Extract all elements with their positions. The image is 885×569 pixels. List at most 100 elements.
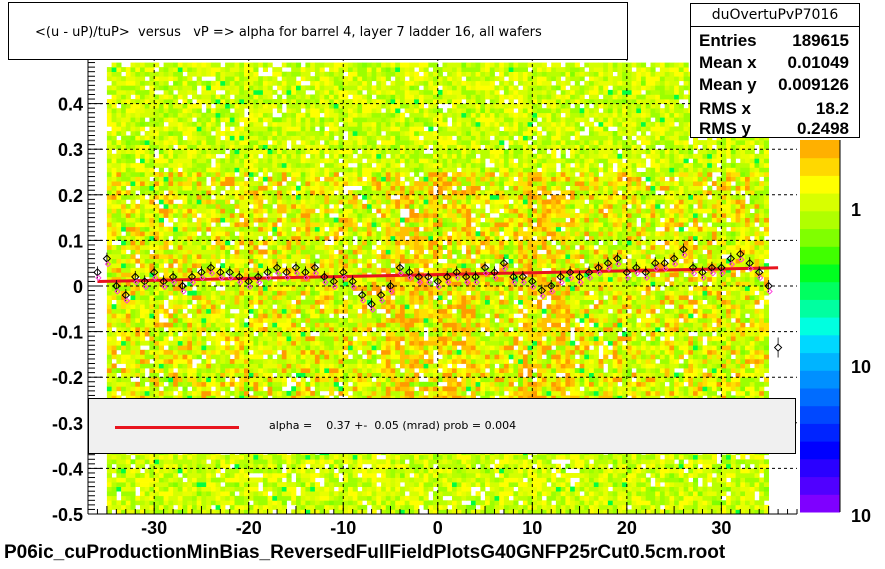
heatmap-cell bbox=[158, 140, 164, 145]
heatmap-cell bbox=[234, 363, 240, 369]
heatmap-cell bbox=[267, 281, 273, 287]
heatmap-cell bbox=[338, 322, 344, 328]
heatmap-cell bbox=[229, 231, 235, 237]
heatmap-cell bbox=[338, 454, 344, 460]
heatmap-cell bbox=[352, 331, 358, 337]
heatmap-cell bbox=[366, 482, 372, 487]
heatmap-cell bbox=[215, 231, 221, 237]
heatmap-cell bbox=[253, 463, 259, 469]
heatmap-cell bbox=[338, 112, 344, 118]
heatmap-cell bbox=[111, 203, 117, 209]
heatmap-cell bbox=[267, 299, 273, 305]
heatmap-cell bbox=[338, 135, 344, 141]
heatmap-cell bbox=[182, 67, 188, 72]
heatmap-cell bbox=[248, 249, 254, 255]
heatmap-cell bbox=[210, 144, 216, 150]
heatmap-cell bbox=[130, 222, 136, 228]
heatmap-cell bbox=[338, 94, 344, 100]
heatmap-cell bbox=[177, 354, 183, 360]
heatmap-cell bbox=[362, 80, 368, 86]
heatmap-cell bbox=[248, 354, 254, 360]
heatmap-cell bbox=[333, 144, 339, 150]
heatmap-cell bbox=[168, 71, 174, 77]
heatmap-cell bbox=[225, 299, 231, 305]
heatmap-cell bbox=[206, 258, 212, 264]
heatmap-cell bbox=[135, 135, 141, 141]
heatmap-cell bbox=[333, 336, 339, 342]
heatmap-cell bbox=[163, 208, 169, 214]
heatmap-cell bbox=[130, 240, 136, 246]
heatmap-cell bbox=[111, 153, 117, 159]
heatmap-cell bbox=[258, 126, 264, 132]
heatmap-cell bbox=[210, 267, 216, 273]
heatmap-cell bbox=[253, 135, 259, 141]
heatmap-cell bbox=[149, 213, 155, 218]
heatmap-cell bbox=[187, 459, 193, 465]
heatmap-cell bbox=[305, 185, 311, 191]
heatmap-cell bbox=[106, 267, 112, 273]
heatmap-cell bbox=[329, 473, 335, 478]
heatmap-cell bbox=[286, 190, 292, 196]
heatmap-cell bbox=[135, 112, 141, 118]
heatmap-cell bbox=[305, 486, 311, 492]
heatmap-cell bbox=[357, 463, 363, 469]
heatmap-cell bbox=[187, 131, 193, 136]
heatmap-cell bbox=[125, 67, 131, 72]
heatmap-cell bbox=[140, 217, 146, 223]
heatmap-cell bbox=[348, 468, 354, 474]
heatmap-cell bbox=[239, 477, 245, 483]
heatmap-cell bbox=[272, 176, 278, 182]
heatmap-cell bbox=[333, 509, 339, 515]
heatmap-cell bbox=[215, 459, 221, 465]
heatmap-cell bbox=[154, 295, 160, 300]
heatmap-cell bbox=[329, 67, 335, 72]
heatmap-cell bbox=[286, 231, 292, 237]
heatmap-cell bbox=[296, 363, 302, 369]
heatmap-cell bbox=[154, 500, 160, 506]
heatmap-cell bbox=[286, 208, 292, 214]
heatmap-cell bbox=[310, 62, 316, 68]
heatmap-cell bbox=[187, 395, 193, 401]
heatmap-cell bbox=[267, 181, 273, 186]
heatmap-cell bbox=[111, 495, 117, 501]
heatmap-cell bbox=[291, 235, 297, 241]
heatmap-cell bbox=[362, 504, 368, 510]
heatmap-cell bbox=[158, 463, 164, 469]
heatmap-cell bbox=[305, 217, 311, 223]
heatmap-cell bbox=[125, 477, 131, 483]
heatmap-cell bbox=[196, 463, 202, 469]
heatmap-cell bbox=[267, 304, 273, 310]
heatmap-cell bbox=[291, 121, 297, 127]
heatmap-cell bbox=[239, 203, 245, 209]
heatmap-cell bbox=[168, 185, 174, 191]
heatmap-cell bbox=[220, 331, 226, 337]
heatmap-cell bbox=[333, 308, 339, 314]
heatmap-cell bbox=[300, 94, 306, 100]
heatmap-cell bbox=[149, 185, 155, 191]
heatmap-cell bbox=[149, 267, 155, 273]
heatmap-cell bbox=[248, 322, 254, 328]
heatmap-cell bbox=[314, 135, 320, 141]
heatmap-cell bbox=[173, 372, 179, 378]
heatmap-cell bbox=[258, 208, 264, 214]
heatmap-cell bbox=[310, 258, 316, 264]
heatmap-cell bbox=[140, 281, 146, 287]
heatmap-cell bbox=[149, 454, 155, 460]
heatmap-cell bbox=[130, 108, 136, 114]
heatmap-cell bbox=[149, 313, 155, 319]
heatmap-cell bbox=[248, 281, 254, 287]
heatmap-cell bbox=[352, 372, 358, 378]
heatmap-cell bbox=[291, 276, 297, 282]
heatmap-cell bbox=[149, 254, 155, 259]
heatmap-cell bbox=[324, 377, 330, 383]
heatmap-cell bbox=[158, 368, 164, 373]
heatmap-cell bbox=[291, 71, 297, 77]
heatmap-cell bbox=[158, 76, 164, 82]
heatmap-cell bbox=[267, 322, 273, 328]
heatmap-cell bbox=[149, 299, 155, 305]
heatmap-cell bbox=[291, 258, 297, 264]
heatmap-cell bbox=[281, 99, 287, 104]
heatmap-cell bbox=[362, 108, 368, 114]
heatmap-cell bbox=[248, 99, 254, 104]
heatmap-cell bbox=[149, 263, 155, 269]
